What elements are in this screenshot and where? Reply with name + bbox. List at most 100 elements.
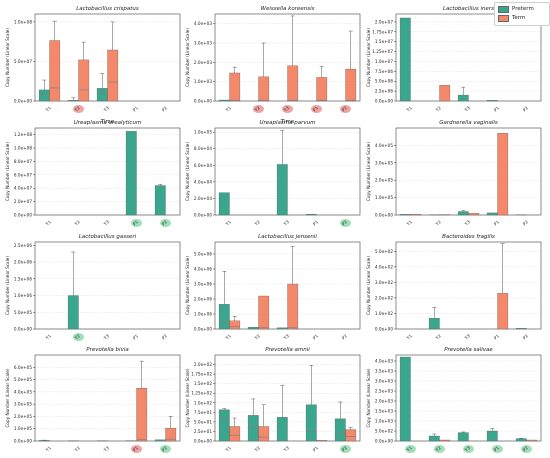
y-tick-label: 1.75e+02: [191, 372, 212, 377]
chart-title: Prevotella salivae: [444, 347, 493, 353]
y-tick-label: 3.0e+05: [375, 160, 393, 165]
x-tick-label: P2: [341, 105, 348, 112]
bar-term-t2: [258, 76, 270, 102]
bar-term-p1: [316, 440, 328, 442]
legend-label-preterm: Preterm: [512, 6, 534, 12]
bar-preterm-t1: [399, 17, 411, 102]
x-tick-label: P2: [341, 445, 348, 452]
bar-preterm-t2: [247, 327, 259, 330]
y-tick-label: 1.0e+05: [14, 426, 32, 431]
y-tick-label: 1.0e+07: [375, 59, 393, 64]
x-tick-label: T2: [253, 333, 261, 341]
y-tick-label: 5.0e+06: [375, 79, 393, 84]
y-tick-label: 2.0e+07: [14, 199, 32, 204]
x-tick-label: T3: [102, 219, 110, 227]
chart-title: Lactobacillus gasseri: [79, 234, 137, 240]
y-tick-label: 2.0e+06: [194, 297, 212, 302]
y-tick-label: 1.5e+06: [14, 276, 32, 281]
x-tick-label: T1: [224, 105, 232, 113]
bar-preterm-t1: [218, 192, 230, 216]
chart-lactobacillus-jensenii: 0.0e+00 1.0e+06 2.0e+06 3.0e+06 4.0e+06 5.0e+…: [185, 234, 361, 341]
y-tick-label: 6.0e+07: [14, 172, 32, 177]
bar-preterm-t3: [457, 211, 469, 216]
y-tick-label: 3.5e+03: [375, 369, 393, 374]
bar-term-p1: [316, 77, 328, 102]
y-tick-label: 4.0e+02: [375, 264, 393, 269]
x-tick-label: P1: [312, 333, 319, 340]
x-tick-label: T2: [434, 105, 442, 113]
significance-highlight: [405, 445, 416, 453]
chart-lactobacillus-iners: 0.0e+00 2.5e+06 5.0e+06 7.5e+06 1.0e+07 1.25e…: [366, 6, 542, 113]
x-tick-label: P1: [493, 445, 500, 452]
y-tick-label: 1.5e+03: [375, 409, 393, 414]
y-tick-label: 5.0e+02: [375, 429, 393, 434]
x-tick-label: T1: [44, 333, 52, 341]
bar-term-t2: [258, 426, 270, 442]
legend-swatch-term: [498, 14, 509, 22]
x-tick-label: P2: [161, 105, 168, 112]
x-tick-label: P1: [493, 333, 500, 340]
y-tick-label: 1.0e+08: [14, 146, 32, 151]
bar-preterm-t2: [428, 317, 440, 330]
x-tick-label: T3: [463, 445, 471, 453]
x-tick-label: T1: [44, 219, 52, 227]
x-tick-label: T2: [434, 445, 442, 453]
y-tick-label: 2.0e+07: [375, 19, 393, 24]
y-tick-label: 1.0e+03: [194, 79, 212, 84]
bar-preterm-t2: [247, 415, 259, 442]
x-tick-label: T1: [44, 445, 52, 453]
significance-highlight: [463, 445, 474, 453]
bar-term-t2: [78, 59, 90, 102]
bar-preterm-t3: [276, 417, 288, 442]
y-axis-label: Copy Number (Linear Scale): [5, 28, 10, 87]
y-tick-label: 4.0e+07: [14, 186, 32, 191]
x-tick-label: P1: [132, 105, 139, 112]
y-tick-label: 1.0e+05: [194, 130, 212, 135]
bar-term-t3: [287, 283, 299, 330]
bar-term-p2: [345, 429, 357, 442]
y-tick-label: 2.0e+03: [375, 399, 393, 404]
y-axis-label: Copy Number (Linear Scale): [366, 256, 371, 315]
x-tick-label: P1: [312, 445, 319, 452]
legend: Preterm Term: [494, 2, 550, 26]
y-tick-label: 7.5e+01: [194, 410, 212, 415]
chart-title: Prevotella amnii: [265, 347, 310, 353]
plot-frame: [34, 241, 181, 330]
y-tick-label: 4.0e+05: [14, 389, 32, 394]
bar-preterm-p1: [486, 430, 498, 442]
y-tick-label: 2.0e+03: [194, 60, 212, 65]
bar-term-t1: [229, 426, 241, 442]
y-tick-label: 1.2e+08: [14, 132, 32, 137]
y-tick-label: 0.0e+00: [194, 439, 212, 444]
x-tick-label: T2: [253, 219, 261, 227]
significance-highlight: [282, 105, 293, 113]
y-tick-label: 3.0e+06: [194, 282, 212, 287]
bar-preterm-t2: [428, 435, 440, 442]
bar-preterm-t1: [399, 214, 411, 216]
chart-title: Ureaplasma parvum: [260, 120, 316, 126]
x-tick-label: T1: [224, 333, 232, 341]
plot-frame: [395, 127, 542, 216]
x-tick-label: T3: [282, 105, 290, 113]
y-tick-label: 4.0e+03: [194, 21, 212, 26]
x-tick-label: P2: [161, 333, 168, 340]
y-axis-label: Copy Number (Linear Scale): [185, 142, 190, 201]
bar-preterm-t3: [276, 164, 288, 216]
x-tick-label: T3: [282, 219, 290, 227]
y-tick-label: 3.0e+03: [375, 379, 393, 384]
x-tick-label: T2: [434, 219, 442, 227]
y-tick-label: 2.0e+02: [375, 295, 393, 300]
significance-highlight: [521, 445, 532, 453]
bar-preterm-t1: [38, 440, 50, 442]
x-axis-label: Time: [100, 119, 115, 125]
x-tick-label: T2: [253, 105, 261, 113]
bar-term-p2: [345, 68, 357, 102]
y-tick-label: 5.0e+02: [375, 249, 393, 254]
y-tick-label: 5.0e+05: [14, 377, 32, 382]
x-tick-label: P1: [132, 445, 139, 452]
y-tick-label: 1.0e+02: [375, 311, 393, 316]
bar-preterm-t2: [67, 295, 79, 330]
bar-term-t3: [107, 49, 119, 102]
bar-preterm-t3: [96, 88, 108, 102]
bar-preterm-p1: [486, 212, 498, 216]
